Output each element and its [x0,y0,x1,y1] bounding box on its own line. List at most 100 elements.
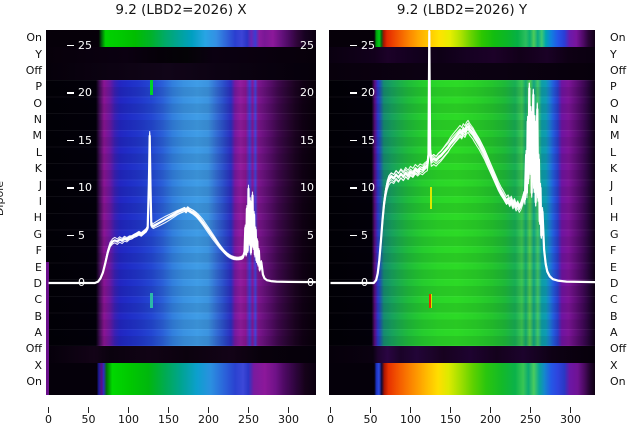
x-tick-mark [87,407,90,413]
y-tick-value: 10 [300,181,314,194]
row-label: I [38,195,42,208]
y-tick-value: 5 [307,228,314,242]
y-tick-mark [350,92,357,94]
row-label: Y [35,47,42,61]
heatmap-band-row-on-top [46,30,316,47]
x-tick-mark [569,407,572,413]
panel-y-title: 9.2 (LBD2=2026) Y [396,2,528,18]
row-label: A [34,326,42,340]
heatmap-band-row-y [329,46,595,63]
y-tick-label-right: 5 [307,229,314,243]
x-tick-label: 50 [81,413,96,426]
y-tick-label-right: 20 [300,86,314,100]
y-tick-value: 5 [78,228,85,242]
x-tick-label: 250 [520,413,541,426]
row-label: N [33,113,42,127]
heatmap-band-rows-x-on-bottom [46,362,316,395]
row-label: On [26,375,42,389]
overlay-line-plot [330,30,595,285]
y-tick-label-left: 25 [67,39,92,53]
y-tick-value: 20 [300,86,314,99]
x-tick-label: 300 [560,413,581,426]
y-tick-value: 15 [361,133,375,147]
row-label: On [610,375,626,389]
curve-overlay-trace [330,30,595,284]
row-label: P [35,80,42,94]
x-tick-label: 200 [480,413,501,426]
heatmap-band-row-y [46,46,316,63]
row-label: J [38,178,42,192]
row-label: Y [610,47,617,61]
row-label: Off [610,63,627,77]
heatmap-band-main-block [329,79,595,346]
curve-overlay-trace [330,33,595,284]
x-tick-label: 150 [158,413,179,426]
curve-overlay-trace [330,30,595,284]
x-tick-mark [449,407,452,413]
y-tick-mark [350,187,357,189]
row-label: E [35,260,42,274]
curve-main-trace [48,134,316,285]
heatmap-panel-x: 25 25 20 20 15 15 10 10 5 5 0 0 [46,30,316,395]
y-tick-value: 0 [307,276,314,289]
row-label: Off [25,342,42,356]
y-tick-label-left: 20 [350,86,375,100]
event-marker [150,293,153,308]
x-tick-label: 0 [327,413,334,426]
y-tick-label-left: 10 [350,181,375,195]
y-tick-label-left: 0 [350,276,368,290]
y-tick-value: 25 [300,38,314,52]
y-tick-label-left: 15 [67,134,92,148]
x-tick-mark [409,407,412,413]
curve-overlay-trace [48,138,316,284]
y-tick-mark [350,44,357,47]
curve-main-trace [330,30,595,285]
x-tick-label: 300 [278,413,299,426]
heatmap-band-row-off-top [46,63,316,80]
row-label: K [610,162,618,176]
row-label: L [610,145,617,159]
y-tick-label-left: 25 [350,39,375,53]
x-tick-mark [329,407,332,413]
event-marker [429,294,432,308]
x-tick-label: 200 [198,413,219,426]
y-tick-value: 20 [78,86,92,99]
y-tick-value: 15 [300,133,314,147]
curve-overlay-trace [330,32,595,284]
x-tick-label: 0 [45,413,52,426]
row-label: F [35,244,42,258]
x-tick-label: 50 [363,413,378,426]
row-label: M [610,129,620,143]
curve-overlay-trace [330,37,595,284]
row-label: Off [25,63,42,77]
y-tick-label-right: 15 [300,134,314,148]
x-tick-label: 100 [400,413,421,426]
y-tick-label-right: 10 [300,181,314,195]
y-tick-mark [67,282,74,284]
row-label: A [610,326,618,340]
y-tick-label-left: 10 [67,181,92,195]
x-tick-mark [207,407,210,413]
row-label: P [610,80,617,94]
y-tick-label-left: 0 [67,276,85,290]
y-tick-value: 20 [361,86,375,99]
row-label: X [34,358,42,372]
overlay-line-plot [48,131,316,285]
y-tick-value: 10 [361,181,375,194]
row-label: C [34,293,42,307]
y-tick-mark [67,187,74,189]
row-label: M [32,129,43,143]
row-label: H [610,211,619,225]
y-tick-value: 10 [78,181,92,194]
event-marker [150,79,153,95]
heatmap-panel-y: 25 20 15 10 5 0 [329,30,595,395]
y-tick-label-right: 0 [307,276,314,290]
y-tick-value: 25 [361,38,375,52]
x-tick-mark [167,407,170,413]
y-tick-label-left: 20 [67,86,92,100]
event-marker [429,187,433,209]
x-tick-mark [287,407,290,413]
y-tick-value: 5 [361,228,368,242]
y-tick-label-left: 15 [350,134,375,148]
